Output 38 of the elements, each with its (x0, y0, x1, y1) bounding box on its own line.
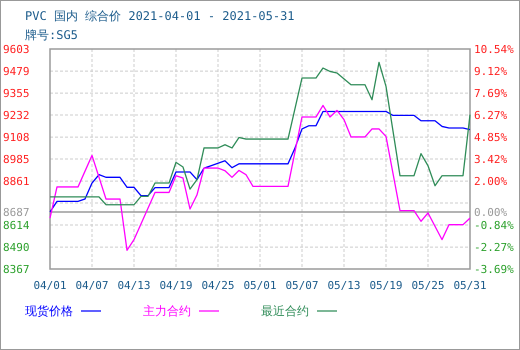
y2-tick-label: 10.54% (474, 43, 514, 56)
y2-tick-label: -0.84% (474, 218, 514, 232)
chart-title: PVC 国内 综合价 2021-04-01 - 2021-05-31 (25, 9, 295, 23)
x-tick-label: 05/13 (327, 279, 361, 292)
x-tick-label: 04/07 (75, 279, 109, 292)
legend-label: 主力合约 (143, 304, 191, 318)
chart-subtitle: 牌号:SG5 (25, 28, 78, 42)
x-tick-label: 05/01 (243, 279, 277, 292)
y-tick-label: 8367 (3, 263, 30, 276)
x-tick-label: 04/25 (201, 279, 235, 292)
y-tick-label: 8861 (3, 175, 30, 188)
y2-tick-label: 9.12% (474, 64, 508, 78)
y-tick-label: 9479 (3, 65, 30, 78)
y2-tick-label: 6.27% (474, 109, 508, 122)
x-tick-label: 05/25 (411, 279, 445, 292)
y2-tick-label: -3.69% (474, 263, 514, 276)
y-tick-label: 8490 (3, 241, 30, 254)
legend-label: 现货价格 (25, 304, 73, 318)
y2-tick-label: 3.42% (474, 153, 508, 166)
y2-tick-label: 4.85% (474, 130, 508, 144)
x-tick-label: 04/01 (33, 279, 67, 292)
y-tick-label: 9108 (3, 131, 30, 144)
y2-tick-label: 2.00% (474, 175, 508, 188)
legend-label: 最近合约 (261, 304, 309, 318)
y-tick-label: 9603 (3, 43, 30, 56)
y-tick-label: 9232 (3, 109, 30, 122)
y2-tick-label: 7.69% (474, 87, 508, 100)
x-tick-label: 04/13 (117, 279, 151, 292)
x-tick-label: 05/19 (369, 279, 403, 292)
x-tick-label: 04/19 (159, 279, 193, 292)
x-tick-label: 05/07 (285, 279, 319, 292)
y-tick-label: 9355 (3, 87, 30, 100)
x-tick-label: 05/31 (453, 279, 487, 292)
y2-tick-label: 0.00% (474, 206, 508, 219)
y2-tick-label: -2.27% (474, 241, 514, 254)
y-tick-label: 8687 (3, 206, 30, 220)
y-tick-label: 8985 (3, 153, 30, 166)
y-tick-label: 8614 (3, 219, 30, 232)
